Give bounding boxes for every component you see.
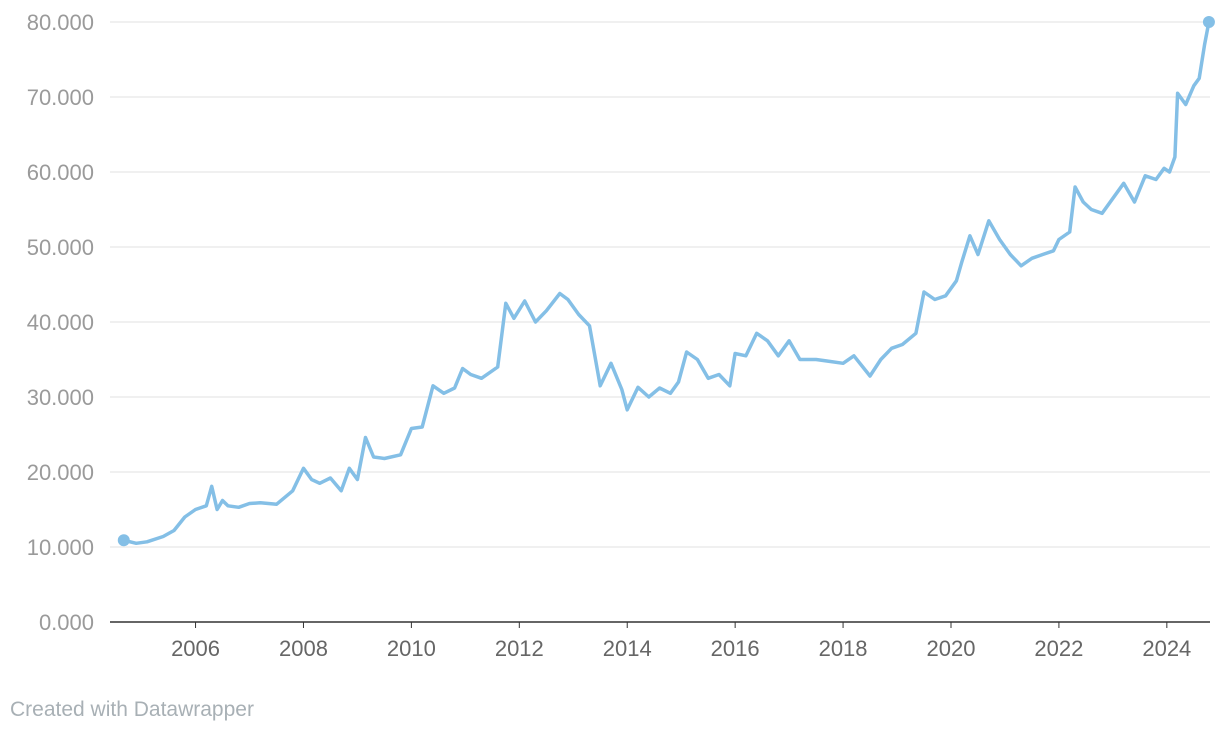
start-point-marker <box>117 534 130 547</box>
x-axis-tick-labels: 2006 2008 2010 2012 2014 2016 2018 2020 2022 2024 <box>171 622 1191 661</box>
x-tick-label: 2006 <box>171 636 220 661</box>
y-tick-label: 20.000 <box>27 460 94 485</box>
x-tick-label: 2018 <box>819 636 868 661</box>
x-tick-label: 2014 <box>603 636 652 661</box>
x-tick-label: 2008 <box>279 636 328 661</box>
y-tick-label: 0.000 <box>39 610 94 635</box>
x-tick-label: 2024 <box>1142 636 1191 661</box>
x-tick-label: 2022 <box>1034 636 1083 661</box>
gridlines <box>110 21 1210 623</box>
end-point-marker <box>1202 16 1215 28</box>
y-tick-label: 70.000 <box>27 85 94 110</box>
y-axis-tick-labels: 0.000 10.000 20.000 30.000 40.000 50.000 60.00… <box>27 10 94 635</box>
series-line <box>122 20 1211 546</box>
series-layer <box>117 16 1215 547</box>
x-tick-label: 2016 <box>711 636 760 661</box>
y-tick-label: 30.000 <box>27 385 94 410</box>
x-tick-label: 2012 <box>495 636 544 661</box>
x-tick-label: 2020 <box>927 636 976 661</box>
y-tick-label: 50.000 <box>27 235 94 260</box>
y-tick-label: 40.000 <box>27 310 94 335</box>
datawrapper-credit[interactable]: Created with Datawrapper <box>10 698 254 721</box>
y-tick-label: 60.000 <box>27 160 94 185</box>
y-tick-label: 10.000 <box>27 535 94 560</box>
x-tick-label: 2010 <box>387 636 436 661</box>
line-chart: 0.000 10.000 20.000 30.000 40.000 50.000 60.00… <box>27 10 1215 661</box>
y-tick-label: 80.000 <box>27 10 94 35</box>
